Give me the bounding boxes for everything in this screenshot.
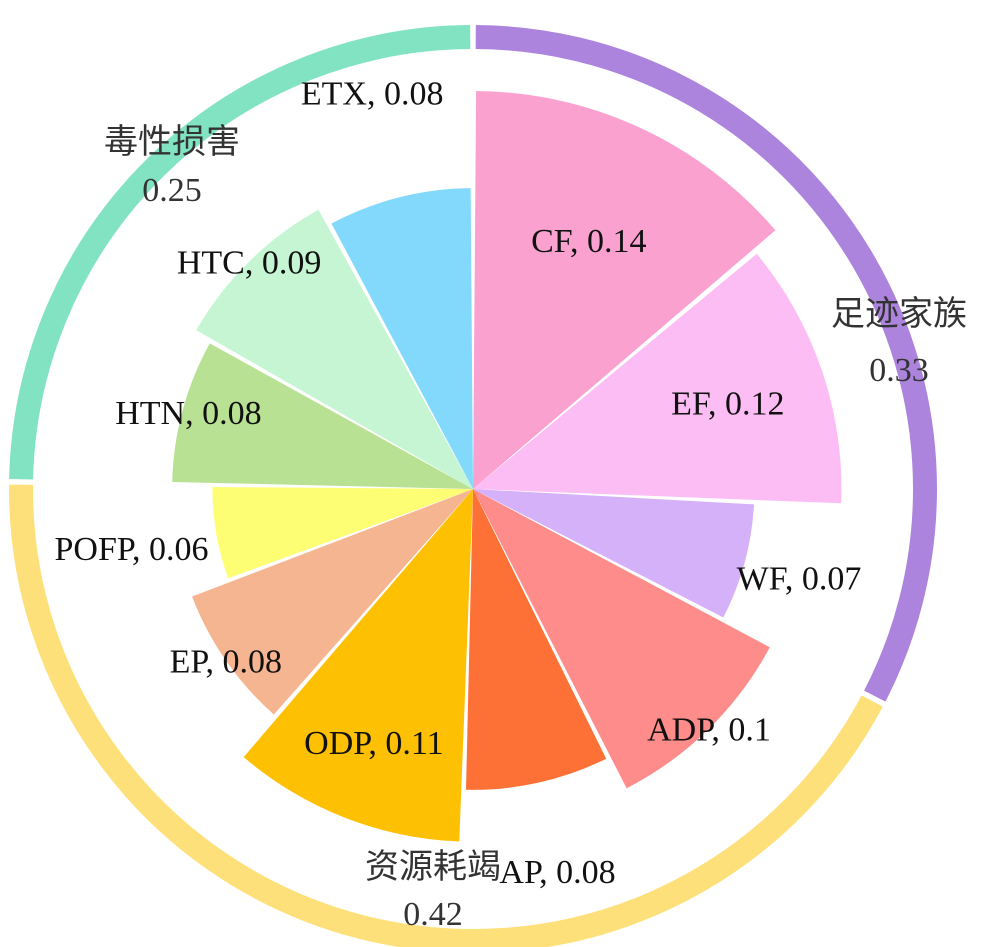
group-arc-2: [9, 484, 883, 947]
sector-label-ef: EF, 0.12: [671, 386, 784, 423]
sector-pofp: [212, 486, 474, 579]
sector-adp: [473, 489, 770, 789]
sector-label-cf: CF, 0.14: [531, 223, 646, 260]
sector-etx: [331, 188, 473, 489]
group-value-3: 0.25: [142, 172, 202, 209]
label-layer: CF, 0.14 EF, 0.12 WF, 0.07 ADP, 0.1 AP, 0.08…: [54, 75, 967, 933]
group-name-3: 毒性损害: [104, 123, 240, 161]
group-value-2: 0.42: [403, 896, 463, 933]
sector-wf: [473, 489, 755, 618]
sector-label-htc: HTC, 0.09: [177, 245, 322, 282]
sector-htn: [172, 343, 473, 489]
sector-ef: [473, 253, 842, 504]
sector-layer: [172, 91, 842, 842]
sector-odp: [243, 489, 473, 842]
sector-htc: [196, 209, 474, 489]
group-name-1: 足迹家族: [831, 295, 967, 333]
sector-label-adp: ADP, 0.1: [647, 712, 771, 749]
sector-cf: [473, 91, 776, 489]
sector-label-wf: WF, 0.07: [737, 560, 862, 597]
group-arc-1: [475, 25, 937, 702]
sector-label-odp: ODP, 0.11: [304, 725, 444, 762]
group-name-2: 资源耗竭: [365, 849, 501, 886]
sector-label-etx: ETX, 0.08: [301, 75, 444, 112]
sector-label-ap: AP, 0.08: [499, 854, 615, 891]
sector-ap: [466, 489, 607, 790]
sector-ep: [192, 489, 473, 715]
group-ring: [9, 25, 937, 947]
sector-label-ep: EP, 0.08: [170, 644, 282, 681]
sector-label-pofp: POFP, 0.06: [54, 531, 208, 568]
group-value-1: 0.33: [869, 352, 929, 389]
group-arc-3: [9, 25, 471, 480]
sector-label-htn: HTN, 0.08: [115, 395, 261, 432]
